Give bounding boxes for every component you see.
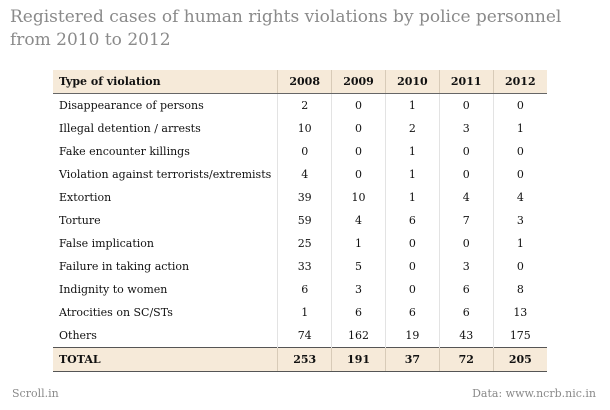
- cell-2011: 0: [438, 140, 494, 163]
- total-cell-2009: 191: [331, 347, 386, 372]
- table-row: Torture 59 4 6 7 3: [53, 209, 547, 232]
- cell-2008: 10: [277, 117, 332, 140]
- cell-2012: 0: [492, 140, 547, 163]
- cell-2010: 1: [384, 93, 440, 117]
- row-label: Torture: [59, 214, 101, 227]
- cell-2012: 0: [492, 163, 547, 186]
- column-header-2010: 2010: [384, 70, 440, 94]
- cell-2008: 25: [277, 232, 332, 255]
- cell-2012: 13: [492, 301, 547, 324]
- cell-2008: 0: [277, 140, 332, 163]
- cell-2008: 6: [277, 278, 332, 301]
- cell-2012: 0: [492, 255, 547, 278]
- cell-2010: 1: [384, 163, 440, 186]
- column-header-2008: 2008: [277, 70, 332, 94]
- column-header-2012: 2012: [492, 70, 547, 94]
- cell-2012: 0: [492, 93, 547, 117]
- column-header-2009: 2009: [331, 70, 386, 94]
- table-row: Fake encounter killings 0 0 1 0 0: [53, 140, 547, 163]
- violations-table: Type of violation 2008 2009 2010 2011 20…: [53, 70, 547, 372]
- row-label: Violation against terrorists/extremists: [59, 168, 272, 181]
- cell-2008: 2: [277, 93, 332, 117]
- table-row: False implication 25 1 0 0 1: [53, 232, 547, 255]
- column-header-type: Type of violation: [53, 70, 278, 94]
- row-label: Illegal detention / arrests: [59, 122, 201, 135]
- total-row: TOTAL 253 191 37 72 205: [53, 347, 547, 372]
- cell-2010: 0: [384, 232, 440, 255]
- cell-2008: 1: [277, 301, 332, 324]
- total-cell-2011: 72: [438, 347, 494, 372]
- chart-title: Registered cases of human rights violati…: [10, 7, 562, 50]
- cell-2009: 0: [331, 117, 386, 140]
- cell-2009: 6: [331, 301, 386, 324]
- cell-2009: 0: [331, 163, 386, 186]
- row-label: Fake encounter killings: [59, 145, 190, 158]
- table-header-row: Type of violation 2008 2009 2010 2011 20…: [53, 70, 547, 94]
- cell-2010: 0: [384, 255, 440, 278]
- cell-2010: 2: [384, 117, 440, 140]
- source-credit: Scroll.in: [12, 387, 59, 400]
- cell-2009: 1: [331, 232, 386, 255]
- total-cell-2012: 205: [492, 347, 547, 372]
- cell-2010: 6: [384, 301, 440, 324]
- cell-2012: 1: [492, 117, 547, 140]
- column-header-2011: 2011: [438, 70, 494, 94]
- cell-2012: 175: [492, 324, 547, 348]
- cell-2010: 1: [384, 140, 440, 163]
- cell-2009: 3: [331, 278, 386, 301]
- cell-2008: 4: [277, 163, 332, 186]
- table-row: Failure in taking action 33 5 0 3 0: [53, 255, 547, 278]
- table-row: Others 74 162 19 43 175: [53, 324, 547, 348]
- cell-2009: 4: [331, 209, 386, 232]
- table-row: Extortion 39 10 1 4 4: [53, 186, 547, 209]
- cell-2008: 74: [277, 324, 332, 348]
- cell-2008: 33: [277, 255, 332, 278]
- table-row: Indignity to women 6 3 0 6 8: [53, 278, 547, 301]
- cell-2011: 6: [438, 301, 494, 324]
- table-body: Disappearance of persons 2 0 1 0 0 Illegal det…: [53, 93, 547, 348]
- total-cell-2010: 37: [384, 347, 440, 372]
- violations-table-container: Type of violation 2008 2009 2010 2011 20…: [53, 70, 547, 372]
- cell-2011: 3: [438, 117, 494, 140]
- cell-2010: 19: [384, 324, 440, 348]
- cell-2011: 43: [438, 324, 494, 348]
- total-cell-2008: 253: [277, 347, 332, 372]
- row-label: Indignity to women: [59, 283, 168, 296]
- cell-2009: 0: [331, 140, 386, 163]
- cell-2008: 39: [277, 186, 332, 209]
- cell-2011: 6: [438, 278, 494, 301]
- cell-2011: 3: [438, 255, 494, 278]
- cell-2010: 1: [384, 186, 440, 209]
- cell-2010: 0: [384, 278, 440, 301]
- cell-2012: 1: [492, 232, 547, 255]
- total-label: TOTAL: [53, 347, 278, 372]
- row-label: Disappearance of persons: [59, 99, 204, 112]
- cell-2011: 0: [438, 163, 494, 186]
- cell-2009: 5: [331, 255, 386, 278]
- table-row: Disappearance of persons 2 0 1 0 0: [53, 93, 547, 117]
- cell-2011: 0: [438, 232, 494, 255]
- row-label: Failure in taking action: [59, 260, 190, 273]
- data-source: Data: www.ncrb.nic.in: [472, 387, 596, 400]
- cell-2009: 162: [331, 324, 386, 348]
- row-label: Atrocities on SC/STs: [59, 306, 173, 319]
- row-label: False implication: [59, 237, 155, 250]
- table-row: Illegal detention / arrests 10 0 2 3 1: [53, 117, 547, 140]
- cell-2012: 8: [492, 278, 547, 301]
- cell-2009: 0: [331, 93, 386, 117]
- cell-2012: 4: [492, 186, 547, 209]
- table-row: Violation against terrorists/extremists 4…: [53, 163, 547, 186]
- cell-2011: 0: [438, 93, 494, 117]
- row-label: Others: [59, 329, 97, 342]
- table-row: Atrocities on SC/STs 1 6 6 6 13: [53, 301, 547, 324]
- cell-2011: 4: [438, 186, 494, 209]
- cell-2008: 59: [277, 209, 332, 232]
- cell-2011: 7: [438, 209, 494, 232]
- cell-2009: 10: [331, 186, 386, 209]
- cell-2010: 6: [384, 209, 440, 232]
- row-label: Extortion: [59, 191, 112, 204]
- cell-2012: 3: [492, 209, 547, 232]
